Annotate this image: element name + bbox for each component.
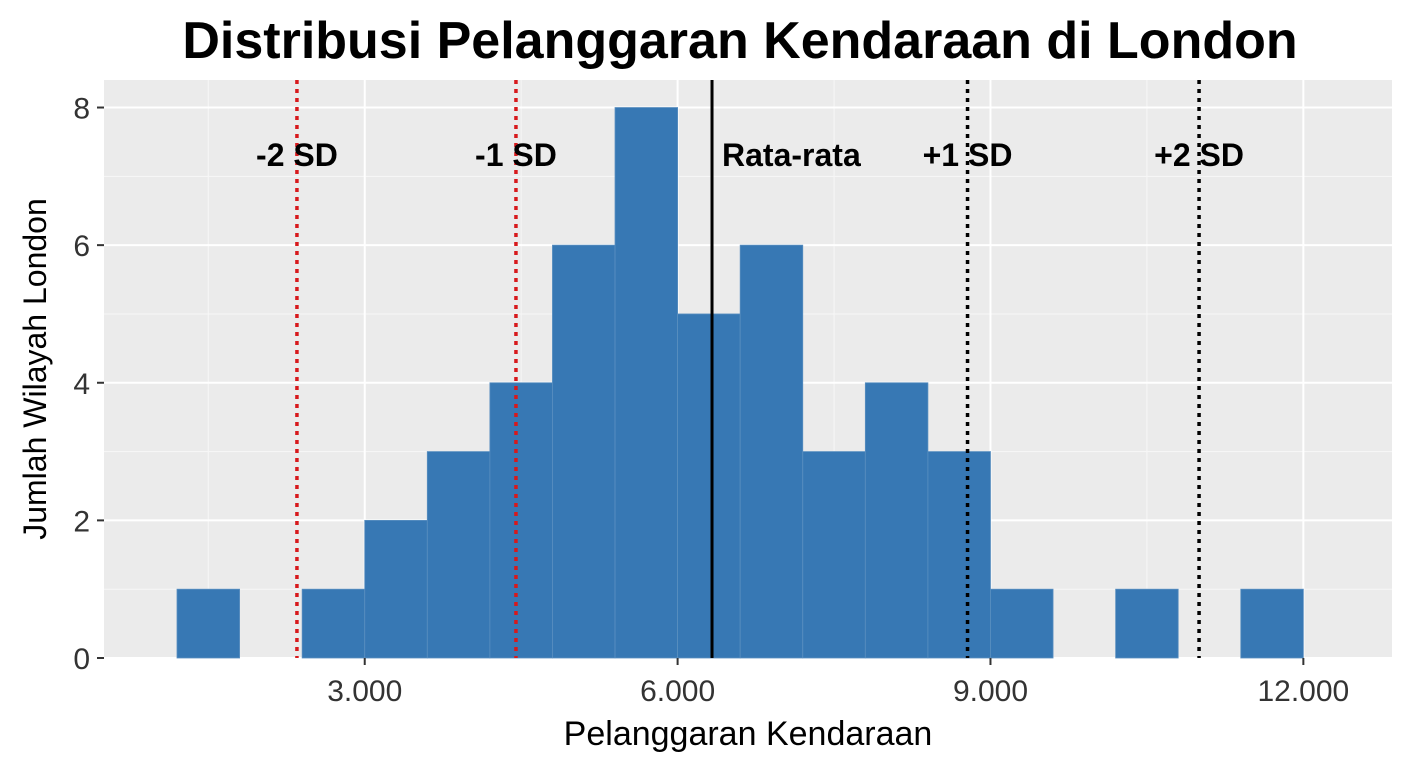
histogram-bar <box>552 244 616 659</box>
reference-line-label: -2 SD <box>256 137 338 173</box>
histogram-bar <box>739 244 804 659</box>
x-tick-label: 12.000 <box>1257 675 1349 708</box>
histogram-bar <box>301 588 366 659</box>
histogram-bar <box>927 451 991 659</box>
histogram-bar <box>990 588 1054 659</box>
y-tick-label: 0 <box>73 643 90 676</box>
x-tick-label: 3.000 <box>327 675 402 708</box>
x-tick-label: 6.000 <box>640 675 715 708</box>
reference-line-label: +2 SD <box>1154 137 1244 173</box>
histogram-bar <box>176 588 240 659</box>
x-axis-label: Pelanggaran Kendaraan <box>564 715 933 753</box>
histogram-bar <box>864 382 929 659</box>
y-tick-label: 2 <box>73 505 90 538</box>
x-tick-label: 9.000 <box>953 675 1028 708</box>
histogram-bar <box>426 451 491 659</box>
y-axis-label: Jumlah Wilayah London <box>17 198 53 540</box>
histogram-bar <box>489 382 553 659</box>
histogram-bar <box>1115 588 1179 659</box>
y-tick-label: 8 <box>73 93 90 126</box>
reference-line-label: Rata-rata <box>722 137 861 173</box>
histogram-bar <box>677 313 741 659</box>
histogram-bar <box>364 519 428 659</box>
histogram-bar <box>614 107 679 659</box>
y-tick-label: 6 <box>73 230 90 263</box>
reference-line-label: -1 SD <box>475 137 557 173</box>
y-tick-label: 4 <box>73 368 90 401</box>
chart-title: Distribusi Pelanggaran Kendaraan di Lond… <box>182 12 1297 70</box>
reference-line-label: +1 SD <box>923 137 1013 173</box>
histogram-bar <box>1240 588 1304 659</box>
histogram-bar <box>802 451 866 659</box>
